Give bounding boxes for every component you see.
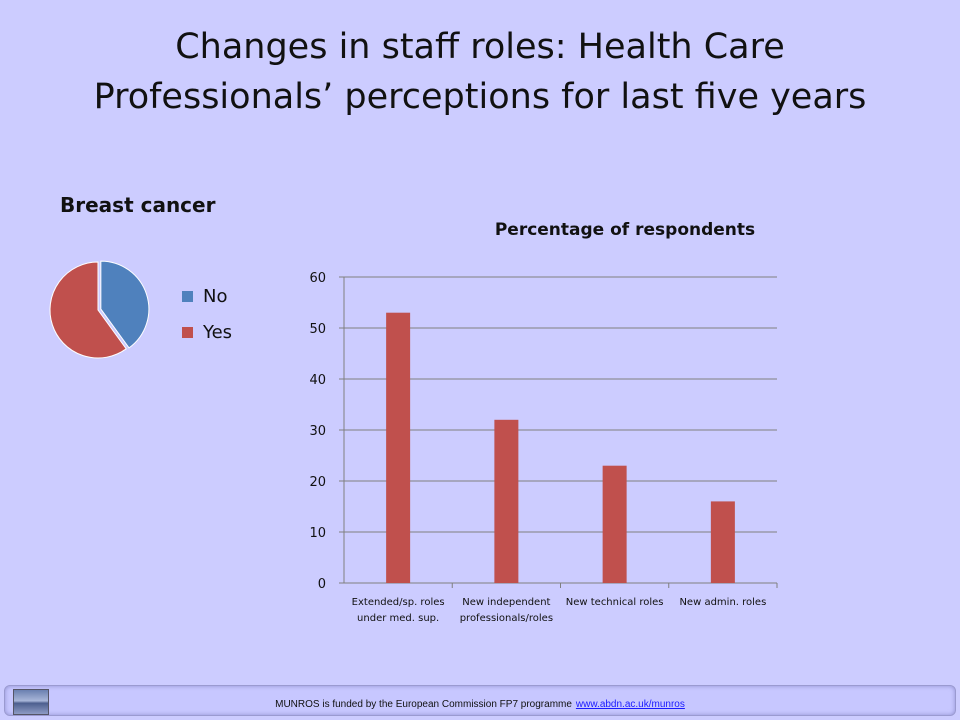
bar-chart: 0 10 20 30 40 50 60 Extended/sp. roles under med… xyxy=(309,271,778,624)
slide-title-line-2: Professionals’ perceptions for last five… xyxy=(93,77,867,117)
pie-chart xyxy=(49,260,150,359)
bar xyxy=(710,501,735,583)
legend-label-no: No xyxy=(203,285,228,307)
bar xyxy=(602,465,627,583)
y-tick-label: 40 xyxy=(309,373,326,388)
pie-slice-yes xyxy=(49,261,127,359)
legend-swatch-yes xyxy=(182,326,193,338)
bar xyxy=(386,312,411,583)
pie-legend: No Yes xyxy=(182,278,232,350)
slide-title-line-1: Changes in staff roles: Health Care xyxy=(175,27,785,67)
x-tick-label: New independent xyxy=(462,597,550,608)
x-tick-label: New admin. roles xyxy=(679,597,766,608)
x-tick-label: Extended/sp. roles xyxy=(352,597,445,608)
x-tick-label: New technical roles xyxy=(566,597,664,608)
y-tick-label: 0 xyxy=(318,577,326,592)
legend-swatch-no xyxy=(182,290,193,302)
y-tick-label: 30 xyxy=(309,424,326,439)
pie-slice-no xyxy=(100,260,150,349)
footer-funding-text: MUNROS is funded by the European Commiss… xyxy=(275,699,572,710)
bar-chart-title: Percentage of respondents xyxy=(494,220,756,240)
slide-title: Changes in staff roles: Health Care Prof… xyxy=(20,22,940,122)
munros-logo xyxy=(13,689,49,715)
bar xyxy=(494,419,519,583)
footer-bar: MUNROS is funded by the European Commiss… xyxy=(4,685,956,716)
y-tick-label: 10 xyxy=(309,526,326,541)
footer-link[interactable]: www.abdn.ac.uk/munros xyxy=(575,699,685,710)
footer-text: MUNROS is funded by the European Commiss… xyxy=(5,699,955,710)
legend-label-yes: Yes xyxy=(203,321,233,343)
legend-item-no: No xyxy=(182,278,232,314)
x-tick-label: under med. sup. xyxy=(357,613,439,624)
pie-chart-title: Breast cancer xyxy=(60,193,216,217)
legend-item-yes: Yes xyxy=(182,314,232,350)
y-tick-label: 60 xyxy=(309,271,326,286)
y-tick-label: 50 xyxy=(309,322,326,337)
x-tick-label: professionals/roles xyxy=(460,613,553,624)
y-tick-label: 20 xyxy=(309,475,326,490)
